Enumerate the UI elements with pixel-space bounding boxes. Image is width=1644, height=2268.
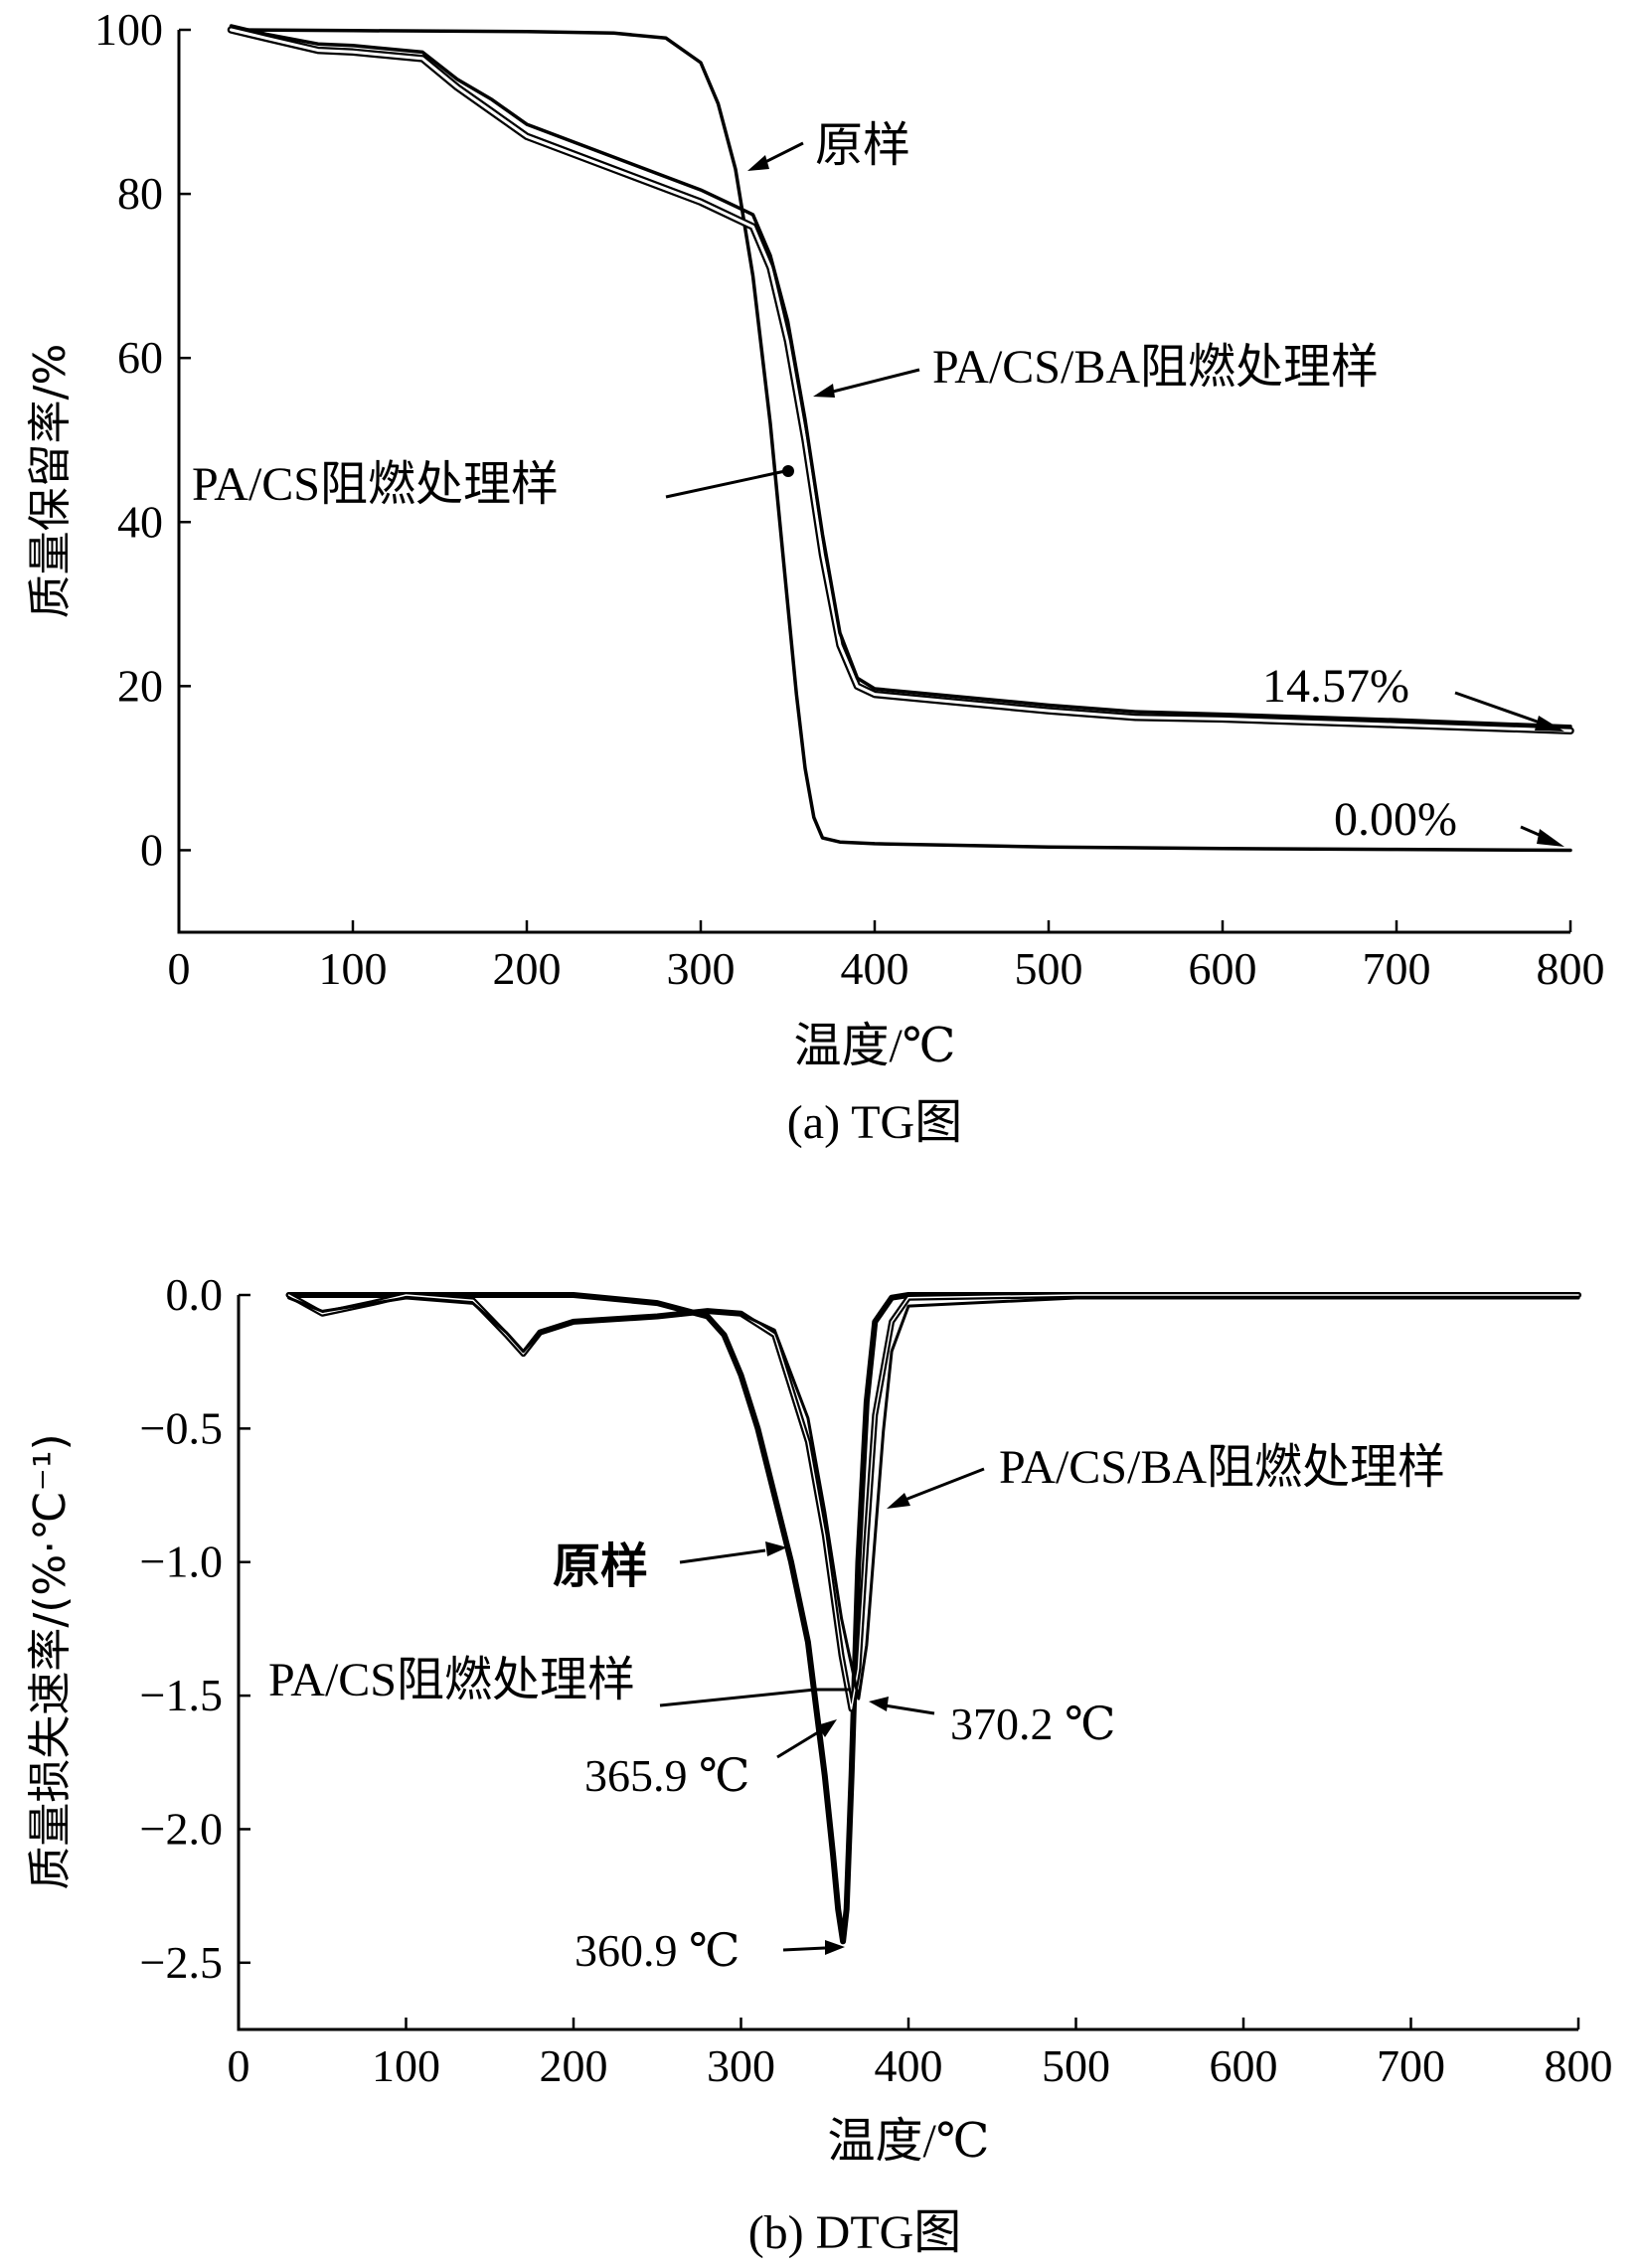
dtg-arrow-peak-raw <box>782 1946 826 1952</box>
dtg-label-pacs: PA/CS阻燃处理样 <box>268 1654 635 1706</box>
dtg-xtick-label: 300 <box>707 2040 775 2091</box>
dtg-ylabel: 质量损失速率/(%·℃⁻¹) <box>25 1433 76 1889</box>
dtg-xtick-label: 700 <box>1377 2040 1445 2091</box>
dtg-xtick-label: 600 <box>1210 2040 1278 2091</box>
dtg-arrow-pacsba <box>902 1467 985 1503</box>
dtg-ytick-label: −2.0 <box>140 1803 223 1854</box>
tg-arrowhead-raw <box>747 155 769 171</box>
tg-series-line <box>229 28 1572 853</box>
dtg-arrowhead-peak-raw <box>825 1940 845 1955</box>
dtg-ytick-label: −1.5 <box>140 1670 223 1720</box>
tg-label-residue-cs: 0.00% <box>1334 793 1457 846</box>
tg-ytick-label: 40 <box>117 496 163 547</box>
tg-series-line-inner <box>230 28 1572 732</box>
dtg-series-line <box>287 1296 1580 1701</box>
dtg-series-group <box>285 1292 1581 1945</box>
tg-ytick-label: 0 <box>140 824 163 875</box>
dtg-chart: 0 100 200 300 400 500 600 700 800 0.0 −0.5 −1.0 −1.5… <box>25 1269 1613 2259</box>
tg-ytick-label: 80 <box>117 168 163 219</box>
dtg-arrowhead-pacsba <box>887 1493 910 1509</box>
tg-arrow-residue-ba <box>1454 691 1544 726</box>
dtg-ticks: 0 100 200 300 400 500 600 700 800 0.0 −0.5 −1.0 −1.5… <box>140 1269 1613 2091</box>
dtg-arrow-raw <box>679 1548 766 1564</box>
tg-ytick-label: 20 <box>117 660 163 711</box>
tg-xtick-label: 100 <box>319 943 388 994</box>
dtg-ytick-label: −0.5 <box>140 1402 223 1453</box>
dtg-arrow-peak-pacsba <box>884 1703 935 1715</box>
dtg-ytick-label: 0.0 <box>166 1269 224 1320</box>
tg-series-group <box>227 24 1574 853</box>
dtg-arrowhead-raw <box>765 1541 787 1556</box>
dtg-label-pacsba: PA/CS/BA阻燃处理样 <box>999 1441 1445 1494</box>
dtg-xtick-label: 500 <box>1042 2040 1110 2091</box>
dtg-series-line-inner <box>287 1294 1579 1710</box>
tg-arrowhead-pacsba <box>813 384 835 398</box>
tg-series-line <box>229 24 1572 729</box>
tg-ylabel: 质量保留率/% <box>25 344 76 619</box>
dtg-label-raw: 原样 <box>553 1540 648 1593</box>
tg-caption: (a) TG图 <box>787 1096 962 1149</box>
dtg-series-line <box>285 1292 1581 1712</box>
dtg-arrow-pacs <box>659 1688 816 1707</box>
tg-xtick-label: 400 <box>841 943 909 994</box>
dtg-xtick-label: 400 <box>875 2040 943 2091</box>
tg-arrow-pacsba <box>824 368 920 396</box>
tg-xtick-label: 500 <box>1015 943 1083 994</box>
tg-xtick-label: 200 <box>493 943 562 994</box>
dtg-arrow-peak-pacs <box>776 1727 824 1759</box>
dtg-ytick-label: −2.5 <box>140 1937 223 1988</box>
tg-xtick-label: 600 <box>1189 943 1257 994</box>
tg-chart: 0 100 200 300 400 500 600 700 800 0 20 40 60 80 100 原样… <box>25 4 1605 1149</box>
tg-xtick-label: 300 <box>667 943 736 994</box>
tg-xtick-label: 800 <box>1537 943 1605 994</box>
dtg-label-peak-raw: 360.9 ℃ <box>575 1925 740 1976</box>
tg-ticks: 0 100 200 300 400 500 600 700 800 0 20 40 60 80 100 <box>94 4 1605 994</box>
tg-arrow-dot-pacs <box>782 465 794 477</box>
dtg-xtick-label: 0 <box>228 2040 250 2091</box>
tg-arrowhead-residue-cs <box>1537 829 1564 847</box>
dtg-series-line <box>285 1292 1581 1945</box>
tg-label-raw: 原样 <box>815 119 910 172</box>
tg-label-pacs: PA/CS阻燃处理样 <box>192 458 559 511</box>
tg-xtick-label: 700 <box>1363 943 1431 994</box>
tg-label-pacsba: PA/CS/BA阻燃处理样 <box>932 341 1379 394</box>
tg-ytick-label: 100 <box>94 4 163 55</box>
tg-arrow-pacs <box>665 469 786 499</box>
dtg-label-peak-pacsba: 370.2 ℃ <box>950 1699 1115 1749</box>
dtg-xlabel: 温度/℃ <box>827 2115 989 2168</box>
tg-arrowhead-residue-ba <box>1535 716 1564 731</box>
tg-label-residue-ba: 14.57% <box>1262 660 1409 713</box>
dtg-xtick-label: 800 <box>1545 2040 1613 2091</box>
dtg-arrowhead-peak-pacs <box>817 1719 837 1737</box>
dtg-xtick-label: 100 <box>372 2040 440 2091</box>
tg-xlabel: 温度/℃ <box>793 1020 955 1072</box>
dtg-caption: (b) DTG图 <box>748 2206 962 2259</box>
dtg-ytick-label: −1.0 <box>140 1537 223 1587</box>
tg-xtick-label: 0 <box>168 943 191 994</box>
dtg-xtick-label: 200 <box>540 2040 608 2091</box>
dtg-arrowhead-peak-pacsba <box>869 1697 889 1711</box>
tg-ytick-label: 60 <box>117 332 163 383</box>
dtg-label-peak-pacs: 365.9 ℃ <box>584 1750 749 1801</box>
